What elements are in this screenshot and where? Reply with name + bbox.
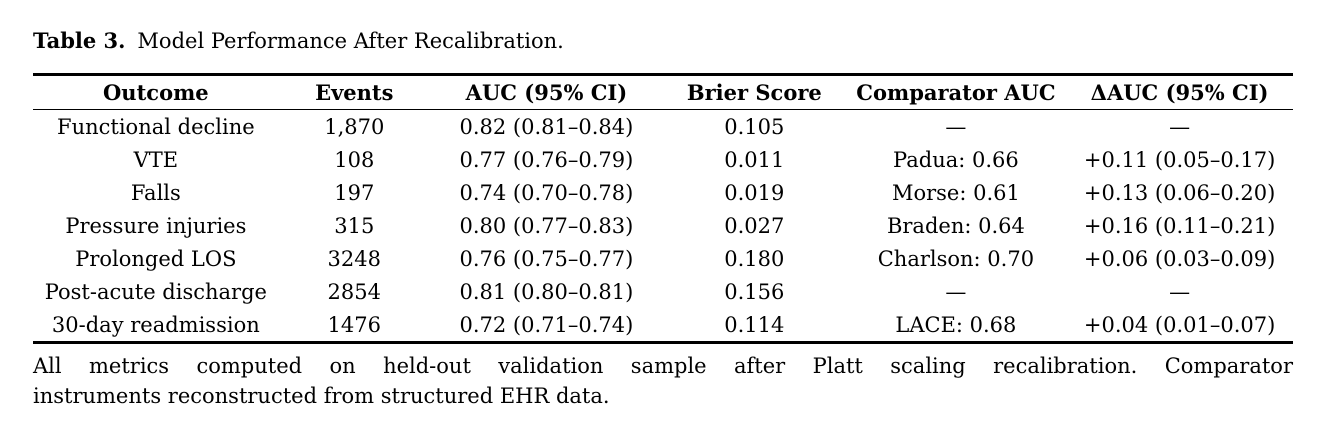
column-header-events: Events <box>278 74 430 110</box>
cell-outcome: Falls <box>130 180 181 205</box>
cell-events: 197 <box>334 180 375 205</box>
cell-auc: 0.72 (0.71–0.74) <box>459 312 634 337</box>
column-header-outcome: Outcome <box>33 74 279 110</box>
cell-outcome: VTE <box>133 147 179 172</box>
cell-delta-auc: +0.13 (0.06–0.20) <box>1083 180 1276 205</box>
cell-auc: 0.82 (0.81–0.84) <box>459 114 634 139</box>
cell-comparator: Padua: 0.66 <box>893 147 1019 172</box>
cell-comparator: — <box>945 279 967 304</box>
cell-delta-auc: +0.06 (0.03–0.09) <box>1083 246 1276 271</box>
cell-delta-auc: — <box>1169 279 1191 304</box>
cell-delta-auc: +0.11 (0.05–0.17) <box>1083 147 1276 172</box>
table-row-functional-decline: Functional decline 1,870 0.82 (0.81–0.84… <box>33 110 1293 144</box>
table-row-falls: Falls 197 0.74 (0.70–0.78) 0.019 Morse: … <box>33 176 1293 209</box>
cell-events: 3248 <box>327 246 381 271</box>
table-row-prolonged-los: Prolonged LOS 3248 0.76 (0.75–0.77) 0.18… <box>33 242 1293 275</box>
cell-events: 1,870 <box>324 114 385 139</box>
cell-outcome: Post-acute discharge <box>44 279 267 304</box>
column-header-comparator-auc: Comparator AUC <box>845 74 1067 110</box>
table-row-vte: VTE 108 0.77 (0.76–0.79) 0.011 Padua: 0.… <box>33 143 1293 176</box>
cell-brier: 0.011 <box>724 147 785 172</box>
cell-events: 315 <box>334 213 375 238</box>
cell-auc: 0.80 (0.77–0.83) <box>459 213 634 238</box>
cell-comparator: Braden: 0.64 <box>886 213 1025 238</box>
cell-auc: 0.81 (0.80–0.81) <box>459 279 634 304</box>
cell-comparator: Morse: 0.61 <box>891 180 1020 205</box>
footnote-line-2: instruments reconstructed from structure… <box>33 384 610 408</box>
cell-brier: 0.027 <box>724 213 785 238</box>
table-caption-label: Table 3. <box>33 28 126 53</box>
cell-events: 2854 <box>327 279 381 304</box>
cell-delta-auc: — <box>1169 114 1191 139</box>
cell-auc: 0.74 (0.70–0.78) <box>459 180 634 205</box>
cell-outcome: Pressure injuries <box>65 213 247 238</box>
cell-outcome: Prolonged LOS <box>75 246 237 271</box>
column-header-delta-auc: ΔAUC (95% CI) <box>1066 74 1293 110</box>
column-header-auc: AUC (95% CI) <box>429 74 663 110</box>
cell-auc: 0.77 (0.76–0.79) <box>459 147 634 172</box>
cell-comparator: LACE: 0.68 <box>895 312 1017 337</box>
table-caption: Table 3. Model Performance After Recalib… <box>33 27 1293 55</box>
table-caption-text: Model Performance After Recalibration. <box>137 29 564 53</box>
cell-outcome: Functional decline <box>57 114 255 139</box>
table-row-30-day-readmission: 30-day readmission 1476 0.72 (0.71–0.74)… <box>33 308 1293 343</box>
cell-delta-auc: +0.04 (0.01–0.07) <box>1083 312 1276 337</box>
cell-brier: 0.019 <box>724 180 785 205</box>
cell-auc: 0.76 (0.75–0.77) <box>459 246 634 271</box>
cell-outcome: 30-day readmission <box>51 312 260 337</box>
cell-brier: 0.105 <box>724 114 785 139</box>
table-header-row: Outcome Events AUC (95% CI) Brier Score … <box>33 74 1293 110</box>
cell-delta-auc: +0.16 (0.11–0.21) <box>1083 213 1276 238</box>
cell-brier: 0.180 <box>724 246 785 271</box>
table-row-pressure-injuries: Pressure injuries 315 0.80 (0.77–0.83) 0… <box>33 209 1293 242</box>
table-row-post-acute-discharge: Post-acute discharge 2854 0.81 (0.80–0.8… <box>33 275 1293 308</box>
cell-events: 1476 <box>327 312 381 337</box>
column-header-brier-score: Brier Score <box>662 74 846 110</box>
cell-comparator: — <box>945 114 967 139</box>
cell-brier: 0.114 <box>724 312 785 337</box>
cell-events: 108 <box>334 147 375 172</box>
cell-comparator: Charlson: 0.70 <box>877 246 1035 271</box>
table-footnote: All metrics computed on held-out validat… <box>33 351 1293 411</box>
cell-brier: 0.156 <box>724 279 785 304</box>
results-table: Outcome Events AUC (95% CI) Brier Score … <box>33 73 1293 344</box>
footnote-line-1: All metrics computed on held-out validat… <box>33 354 1293 378</box>
